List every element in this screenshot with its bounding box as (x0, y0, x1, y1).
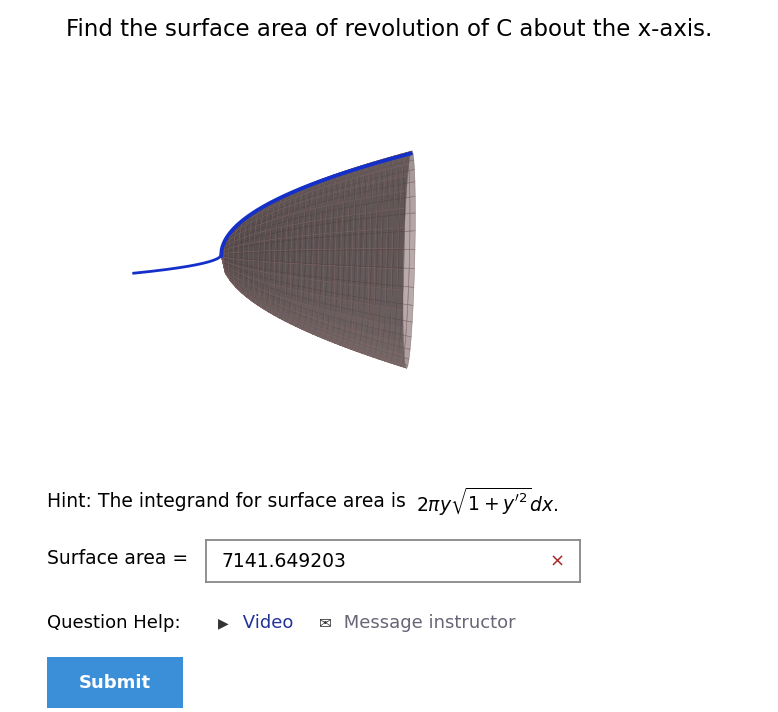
Text: Message instructor: Message instructor (338, 614, 516, 632)
Text: Find the surface area of revolution of C about the x-axis.: Find the surface area of revolution of C… (66, 18, 712, 41)
Text: ▶: ▶ (218, 616, 229, 630)
Text: Surface area =: Surface area = (47, 550, 187, 568)
Text: $2\pi y\sqrt{1+y^{\prime 2}}dx.$: $2\pi y\sqrt{1+y^{\prime 2}}dx.$ (416, 486, 559, 518)
Text: ✉: ✉ (319, 615, 331, 631)
Text: Question Help:: Question Help: (47, 614, 180, 632)
Text: Video: Video (237, 614, 293, 632)
Text: 7141.649203: 7141.649203 (221, 552, 346, 570)
Text: Submit: Submit (79, 674, 151, 692)
Text: ×: × (549, 552, 565, 570)
Text: Hint: The integrand for surface area is: Hint: The integrand for surface area is (47, 493, 412, 511)
